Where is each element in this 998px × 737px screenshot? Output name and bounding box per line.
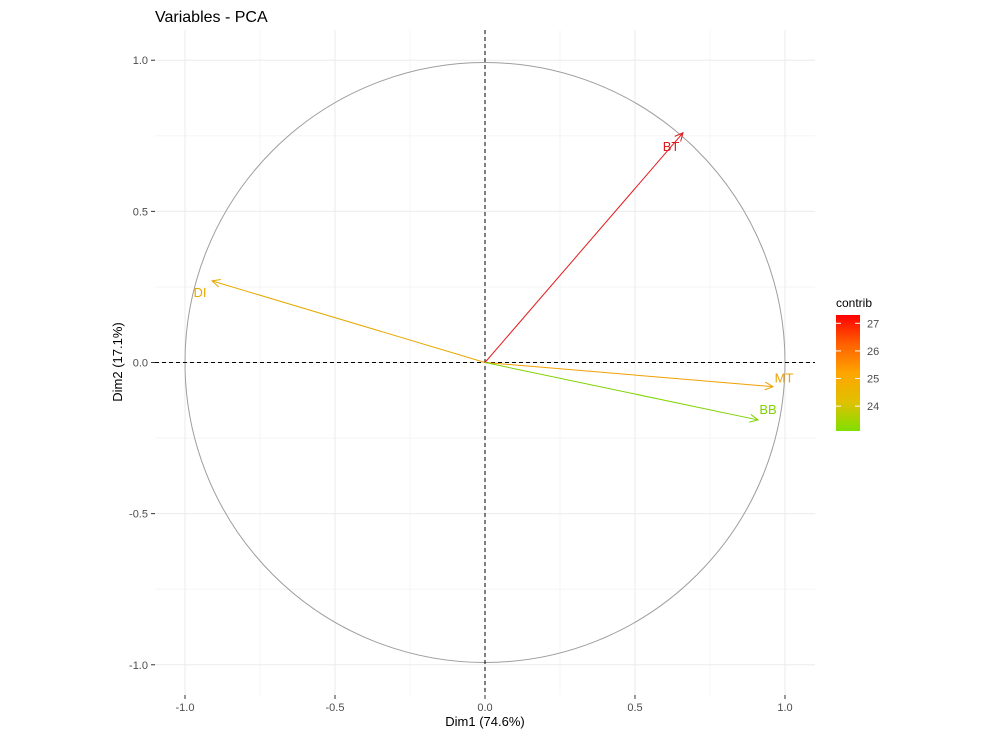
arrow-shaft: [211, 280, 486, 363]
arrow-head: [210, 278, 221, 288]
legend-ticks: 24 25 26 27: [836, 318, 879, 413]
x-axis-ticks: -1.0 -0.5 0.0 0.5 1.0: [176, 695, 793, 714]
arrow-shaft: [484, 362, 759, 421]
legend-colorbar: [836, 315, 860, 431]
legend-title: contrib: [836, 296, 872, 310]
variable-label-mt: MT: [775, 371, 794, 386]
arrow-shaft: [484, 132, 684, 363]
chart-title: Variables - PCA: [155, 9, 268, 26]
legend-tick-label: 27: [867, 318, 879, 330]
arrow-head: [764, 381, 775, 391]
x-tick-label: -1.0: [176, 702, 195, 714]
y-tick-label: 1.0: [133, 55, 148, 67]
x-tick-label: -0.5: [326, 702, 345, 714]
y-tick-label: 0.0: [133, 358, 148, 370]
x-tick-label: 0.0: [477, 702, 492, 714]
arrow-head: [749, 414, 760, 423]
legend: contrib 24 25 26 27: [836, 296, 879, 431]
x-tick-label: 1.0: [777, 702, 792, 714]
variable-labels: BT DI MT BB: [194, 139, 794, 417]
variable-label-di: DI: [194, 285, 207, 300]
y-tick-label: -1.0: [129, 660, 148, 672]
y-tick-label: -0.5: [129, 509, 148, 521]
x-tick-label: 0.5: [627, 702, 642, 714]
legend-tick-label: 25: [867, 374, 879, 386]
y-axis-ticks: -1.0 -0.5 0.0 0.5 1.0: [129, 55, 155, 672]
arrow-head: [674, 131, 684, 142]
variable-arrows: [210, 131, 775, 423]
x-axis-title: Dim1 (74.6%): [445, 714, 524, 729]
arrow-mt: [484, 362, 775, 391]
y-axis-title: Dim2 (17.1%): [110, 322, 125, 401]
legend-tick-label: 26: [867, 346, 879, 358]
arrow-di: [210, 278, 486, 363]
legend-tick-label: 24: [867, 401, 879, 413]
variable-label-bt: BT: [663, 139, 680, 154]
arrow-shaft: [484, 362, 774, 388]
y-tick-label: 0.5: [133, 206, 148, 218]
arrow-bt: [484, 131, 684, 363]
variable-label-bb: BB: [759, 402, 776, 417]
arrow-bb: [484, 362, 760, 423]
